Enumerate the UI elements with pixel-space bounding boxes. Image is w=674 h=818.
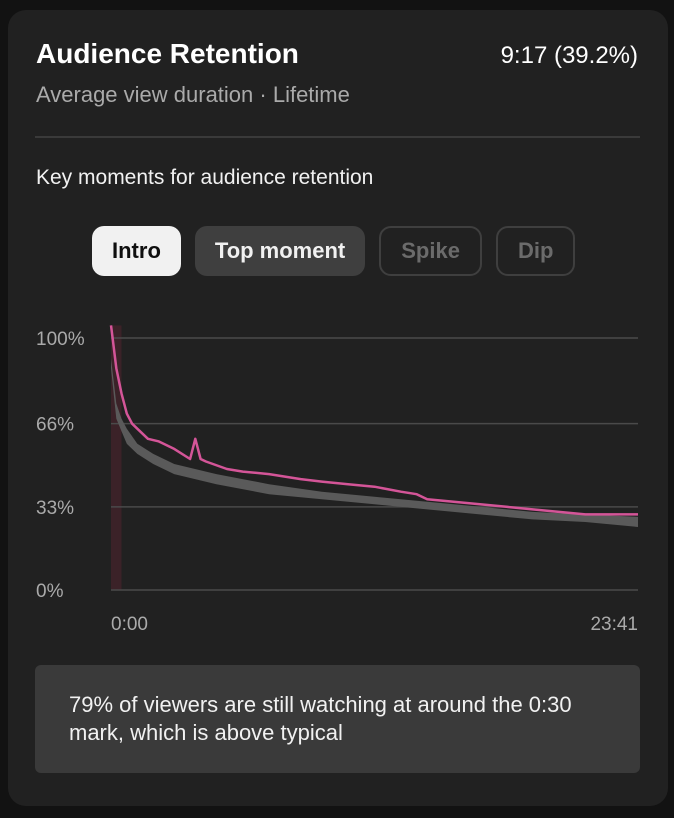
insight-text: 79% of viewers are still watching at aro… xyxy=(69,692,572,745)
audience-retention-card: Audience Retention 9:17 (39.2%) Average … xyxy=(8,10,668,806)
chip-intro[interactable]: Intro xyxy=(92,226,181,276)
insight-box: 79% of viewers are still watching at aro… xyxy=(35,665,640,773)
retention-chart: 100% 66% 33% 0% 0:00 23:41 xyxy=(36,325,638,635)
intro-highlight xyxy=(111,325,122,590)
this-video-retention-line xyxy=(109,325,638,516)
card-title: Audience Retention xyxy=(36,38,299,69)
divider xyxy=(35,136,640,138)
key-moments-heading: Key moments for audience retention xyxy=(36,166,374,189)
x-tick-end: 23:41 xyxy=(590,614,638,635)
y-tick-label: 0% xyxy=(36,581,64,602)
chip-top-moment[interactable]: Top moment xyxy=(194,226,366,276)
chip-dip: Dip xyxy=(495,226,576,276)
chip-spike: Spike xyxy=(379,226,482,276)
typical-retention-band xyxy=(111,358,638,527)
average-view-duration-value: 9:17 (39.2%) xyxy=(500,42,638,69)
y-tick-label: 100% xyxy=(36,329,85,350)
y-tick-label: 33% xyxy=(36,498,74,519)
x-tick-start: 0:00 xyxy=(111,614,148,635)
y-tick-label: 66% xyxy=(36,415,74,436)
card-subtitle: Average view duration · Lifetime xyxy=(36,82,350,107)
key-moment-chips: Intro Top moment Spike Dip xyxy=(92,226,576,276)
